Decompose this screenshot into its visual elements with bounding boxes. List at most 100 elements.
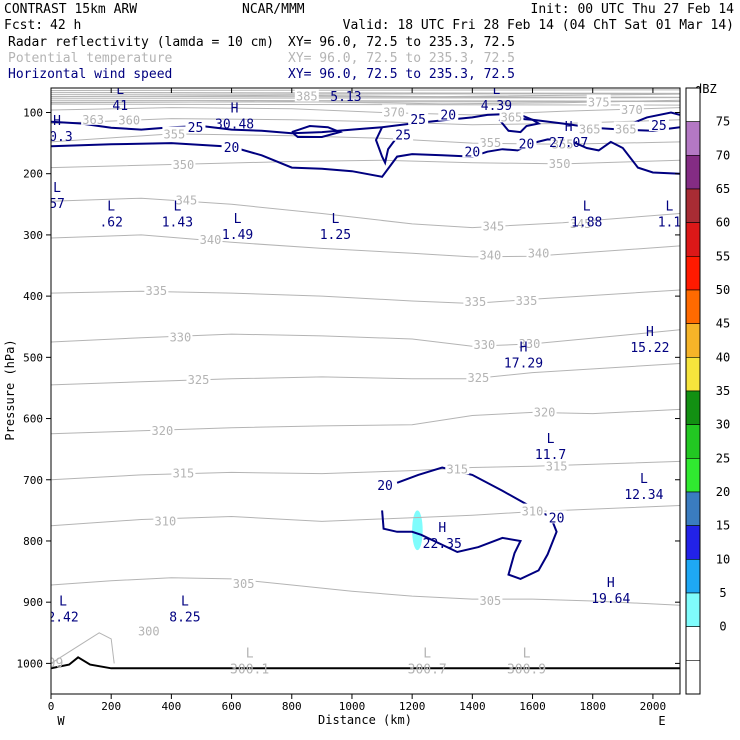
- field-wind-xy: XY= 96.0, 72.5 to 235.3, 72.5: [288, 67, 515, 82]
- extremum-value: 15.22: [630, 341, 669, 356]
- theta-contour-label: 355: [552, 137, 574, 151]
- wind-contour-20: [381, 466, 558, 580]
- plot-area-background: [51, 88, 680, 694]
- extremum-mark: H: [231, 102, 239, 117]
- theta-label-bg: [499, 109, 524, 123]
- wind-contour-label: 25: [188, 121, 204, 136]
- org-label: NCAR/MMM: [242, 2, 305, 17]
- colorbar-label: 20: [716, 485, 730, 499]
- extremum-value: .62: [99, 216, 122, 231]
- dense-theta-line: [51, 89, 680, 91]
- theta-label-bg: [174, 192, 199, 206]
- x-tick-label: 1800: [579, 700, 606, 713]
- wind-contour-label: 20: [224, 141, 240, 156]
- wind-contour-25: [291, 124, 344, 138]
- theta-contour-label: 335: [465, 295, 487, 309]
- theta-contour-label: 365: [579, 123, 601, 137]
- theta-label-bg: [153, 513, 178, 527]
- extremum-value: 300.1: [230, 662, 269, 677]
- wind-contour-label: 20: [549, 511, 565, 526]
- wind-label-bg: [375, 477, 396, 491]
- theta-contour-340: [51, 234, 680, 258]
- extremum-mark: L: [234, 212, 242, 227]
- extremum-value: 57: [49, 197, 65, 212]
- terrain-line: [51, 656, 680, 670]
- theta-contour-385: [51, 93, 680, 98]
- extremum-value: 17.29: [504, 356, 543, 371]
- x-tick-label: 200: [101, 700, 121, 713]
- theta-contour-label: 325: [468, 371, 490, 385]
- extremum-mark: L: [666, 200, 674, 215]
- y-tick-label: 1000: [17, 657, 44, 670]
- x-axis-title: Distance (km): [318, 713, 412, 727]
- extremum-value: 8.25: [169, 610, 200, 625]
- theta-contour-label: 320: [534, 405, 556, 419]
- theta-contour-345: [51, 197, 680, 229]
- y-tick-label: 500: [23, 351, 43, 364]
- theta-contour-label: 360: [118, 113, 140, 127]
- theta-contour-label: 300: [138, 625, 160, 639]
- theta-label-bg: [586, 94, 611, 108]
- colorbar-swatch: [685, 87, 701, 122]
- theta-contour-label: 335: [145, 284, 167, 298]
- field-radar-label: Radar reflectivity (lamda = 10 cm): [8, 35, 274, 50]
- theta-contour-label: 315: [546, 459, 568, 473]
- theta-contour-label: 365: [615, 123, 637, 137]
- wind-contour-label: 20: [440, 109, 456, 124]
- theta-label-bg: [481, 218, 506, 232]
- theta-label-bg: [382, 104, 407, 118]
- dense-theta-line: [51, 103, 680, 106]
- y-tick-label: 700: [23, 474, 43, 487]
- colorbar-label: 5: [719, 586, 726, 600]
- extremum-value: 1.49: [222, 228, 253, 243]
- colorbar-swatch: [685, 357, 701, 392]
- colorbar-label: 65: [716, 182, 730, 196]
- field-theta-xy: XY= 96.0, 72.5 to 235.3, 72.5: [288, 51, 515, 66]
- wind-contour-label: 20: [377, 479, 393, 494]
- extremum-value: 2.42: [47, 610, 78, 625]
- extremum-mark: L: [116, 83, 124, 98]
- theta-label-bg: [171, 157, 196, 171]
- extremum-mark: L: [493, 83, 501, 98]
- theta-label-bg: [463, 294, 488, 308]
- theta-label-bg: [520, 503, 545, 517]
- extremum-mark: L: [173, 200, 181, 215]
- wind-label-bg: [185, 119, 206, 133]
- theta-contour-label: 365: [501, 110, 523, 124]
- wind-contour-label: 20: [465, 145, 481, 160]
- y-axis-title: Pressure (hPa): [3, 339, 17, 440]
- theta-label-bg: [231, 575, 256, 589]
- colorbar-swatch: [685, 491, 701, 526]
- wind-contour-label: 20: [519, 137, 535, 152]
- theta-label-bg: [550, 136, 575, 150]
- theta-contour-label: 345: [483, 219, 505, 233]
- theta-contour-315: [51, 460, 680, 481]
- theta-label-bg: [186, 371, 211, 385]
- colorbar-swatch: [685, 592, 701, 627]
- x-axis-west-label: W: [57, 714, 65, 728]
- colorbar-label: 60: [716, 216, 730, 230]
- colorbar-swatch: [685, 626, 701, 661]
- extremum-mark: L: [583, 200, 591, 215]
- extremum-value: 1.25: [320, 228, 351, 243]
- colorbar-label: 10: [716, 552, 730, 566]
- x-tick-label: 1000: [339, 700, 366, 713]
- forecast-hour: 42 h: [50, 18, 81, 33]
- y-tick-label: 600: [23, 413, 43, 426]
- dense-theta-line: [51, 91, 680, 94]
- x-axis: 0 200 400 600 800 1000 1200 1400 1600 1800 2000: [48, 88, 666, 713]
- extremum-mark: H: [520, 340, 528, 355]
- theta-label-bg: [478, 592, 503, 606]
- theta-contour-label: 370: [621, 103, 643, 117]
- theta-label-bg: [294, 88, 319, 102]
- theta-contour-label: 330: [474, 338, 496, 352]
- colorbar-label: 55: [716, 249, 730, 263]
- theta-contour-label: 340: [528, 246, 550, 260]
- colorbar-label: 30: [716, 418, 730, 432]
- colorbar-label: 75: [716, 115, 730, 129]
- extremum-mark: L: [342, 74, 350, 89]
- wind-label-bg: [648, 117, 669, 131]
- y-tick-label: 800: [23, 535, 43, 548]
